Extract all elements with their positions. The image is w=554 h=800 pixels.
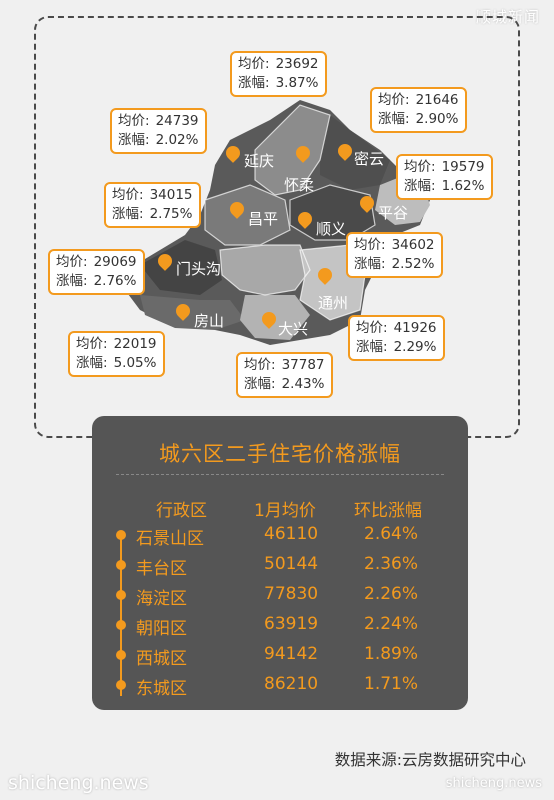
district-label-shunyi: 顺义 (316, 220, 347, 238)
callout-pinggu: 均价: 19579 涨幅: 1.62% (396, 154, 493, 200)
district-label-pinggu: 平谷 (378, 204, 409, 222)
map-fangshan (140, 295, 245, 330)
district-label-daxing: 大兴 (278, 320, 309, 338)
table-row-change: 2.36% (364, 554, 419, 574)
table-row-price: 77830 (264, 584, 319, 604)
callout-daxing: 均价: 37787 涨幅: 2.43% (236, 352, 333, 398)
district-label-huairou: 怀柔 (284, 176, 315, 194)
table-row-price: 63919 (264, 614, 319, 634)
col-head-change: 环比涨幅 (354, 501, 422, 521)
map-urban (220, 245, 310, 295)
district-label-tongzhou: 通州 (318, 294, 349, 312)
table-row-district: 石景山区 (136, 529, 204, 549)
table-row-district: 丰台区 (136, 559, 187, 579)
table-row-price: 94142 (264, 644, 319, 664)
table-row-price: 86210 (264, 674, 319, 694)
panel-divider (116, 474, 444, 476)
callout-shunyi: 均价: 34602 涨幅: 2.52% (346, 232, 443, 278)
table-row-price: 50144 (264, 554, 319, 574)
watermark-bottom-right: shicheng.news (445, 776, 542, 791)
callout-changping: 均价: 34015 涨幅: 2.75% (104, 182, 201, 228)
col-head-price: 1月均价 (254, 501, 316, 521)
beijing-map (125, 100, 430, 345)
timeline-line (120, 536, 122, 696)
callout-fangshan: 均价: 22019 涨幅: 5.05% (68, 331, 165, 377)
timeline-dot (116, 620, 126, 630)
table-row-price: 46110 (264, 524, 319, 544)
timeline-dot (116, 650, 126, 660)
map-changping (205, 185, 290, 245)
price-table-panel: 城六区二手住宅价格涨幅 行政区 1月均价 环比涨幅 石景山区 46110 2.6… (92, 416, 468, 710)
map-miyun (320, 115, 390, 190)
timeline-dot (116, 680, 126, 690)
table-row-change: 2.26% (364, 584, 419, 604)
district-label-miyun: 密云 (354, 150, 385, 168)
map-mentougou (140, 240, 222, 295)
district-label-fangshan: 房山 (194, 312, 225, 330)
table-row-change: 2.24% (364, 614, 419, 634)
map-shunyi (290, 185, 375, 240)
data-source: 数据来源:云房数据研究中心 (334, 751, 526, 769)
district-label-yanqing: 延庆 (244, 152, 275, 170)
district-label-mentougou: 门头沟 (176, 260, 222, 278)
table-row-district: 东城区 (136, 679, 187, 699)
table-row-district: 朝阳区 (136, 619, 187, 639)
timeline-dot (116, 530, 126, 540)
timeline-dot (116, 560, 126, 570)
col-head-district: 行政区 (156, 501, 207, 521)
callout-mentougou: 均价: 29069 涨幅: 2.76% (48, 249, 145, 295)
table-row-change: 2.64% (364, 524, 419, 544)
table-row-district: 海淀区 (136, 589, 187, 609)
district-label-changping: 昌平 (248, 210, 279, 228)
table-row-change: 1.89% (364, 644, 419, 664)
table-row-district: 西城区 (136, 649, 187, 669)
table-row-change: 1.71% (364, 674, 419, 694)
callout-tongzhou: 均价: 41926 涨幅: 2.29% (348, 315, 445, 361)
callout-huairou: 均价: 23692 涨幅: 3.87% (230, 51, 327, 97)
timeline-dot (116, 590, 126, 600)
watermark-bottom-left: shicheng.news (8, 772, 149, 794)
callout-miyun: 均价: 21646 涨幅: 2.90% (370, 87, 467, 133)
panel-title: 城六区二手住宅价格涨幅 (159, 442, 401, 466)
callout-yanqing: 均价: 24739 涨幅: 2.02% (110, 108, 207, 154)
